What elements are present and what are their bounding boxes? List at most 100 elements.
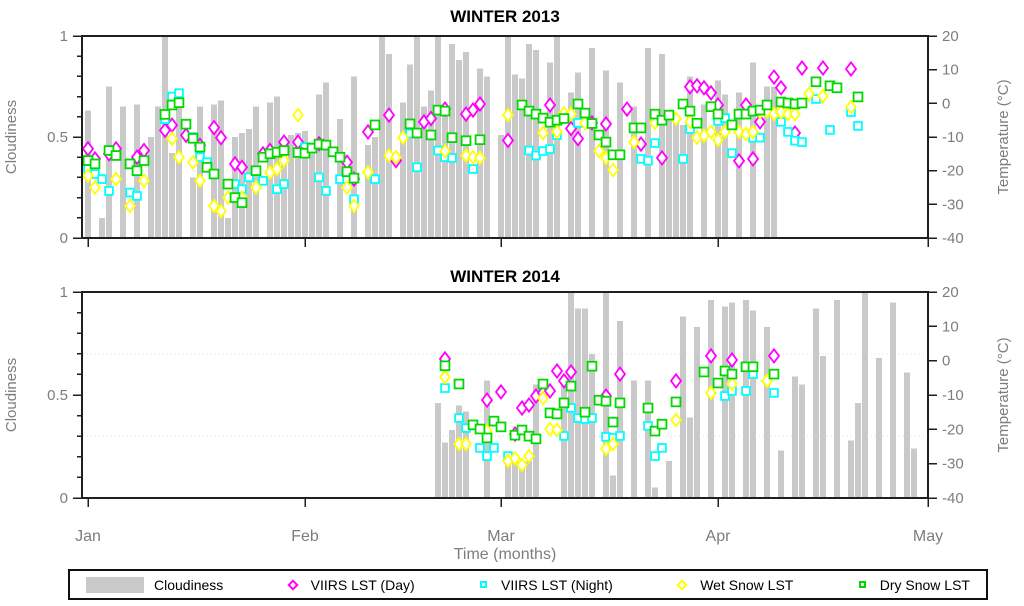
square-marker [643,155,653,166]
square-marker [222,178,234,190]
cloudiness-bar [651,487,659,498]
square-marker [489,443,499,453]
diamond-marker [439,369,451,385]
legend-label: VIIRS LST (Day) [310,576,415,593]
square-marker [369,119,381,131]
square-marker [341,166,353,178]
y-right-tick-label: 10 [942,62,959,79]
cloudiness-bar [385,54,393,239]
panel-winter-2013: 0 0.5 1 -40 -30 -20 -10 0 10 20 [47,28,964,247]
cloudiness-bar [861,292,869,498]
square-marker [454,413,464,423]
diamond-marker [725,351,739,369]
diamond-marker [669,372,683,389]
diamond-marker [557,372,571,389]
cloudiness-bar [105,86,113,238]
square-marker [446,132,458,144]
cloudiness-bar [616,82,624,238]
diamond-marker [187,154,199,170]
square-marker [831,82,843,94]
square-marker [558,397,570,409]
cloudiness-bar [714,80,722,239]
cloudiness-bar [581,308,589,498]
y-left-tick-label: 1 [60,284,68,301]
cloudiness-bar [462,411,470,498]
diamond-marker [460,147,472,164]
y-right-tick-label: -10 [942,129,964,146]
square-marker [537,378,549,390]
legend-label: VIIRS LST (Night) [501,576,613,593]
square-marker [755,132,765,143]
cloudiness-bar [525,44,533,238]
square-marker [250,165,262,177]
diamond-marker [138,173,150,189]
y-right-tick-label: 10 [942,318,959,335]
cloudiness-bar [574,308,582,498]
legend-item-dry-snow: Dry Snow LST [855,577,970,593]
cloudiness-bar [525,460,533,498]
diamond-marker [424,110,438,127]
x-tick-label: Mar [487,528,515,545]
y-left-tick-label: 0 [60,490,68,507]
square-marker [474,423,486,435]
square-marker [825,125,835,135]
cloudiness-bar [812,308,820,498]
square-marker [642,402,654,414]
cloudiness-bar [497,135,505,238]
axis-ticks [73,291,937,507]
square-marker [741,386,751,396]
diamond-marker [747,124,759,140]
x-axis-label: Time (months) [454,546,557,562]
cloudiness-bar [434,403,442,498]
cloudiness-bar [399,102,407,238]
diamond-marker [214,129,228,146]
square-marker [348,172,360,184]
green-square-icon [858,581,866,588]
diamond-marker [550,362,564,380]
diamond-marker [215,203,227,219]
diamond-marker [522,396,536,414]
diamond-marker [551,124,563,140]
cloudiness-bar [672,120,680,238]
cloudiness-bar [574,72,582,239]
cloudiness-bar [588,353,596,498]
diamond-marker [390,149,402,165]
cloudiness-bar [420,106,428,238]
cloudiness-bar [763,86,771,238]
diamond-marker [593,143,605,159]
cloudiness-bar [511,456,519,498]
cloudiness-bar [679,124,687,238]
square-marker [440,383,450,393]
diamond-marker [774,79,788,96]
square-marker [439,105,451,117]
cloudiness-bar [434,36,442,238]
cloudiness-bar [644,380,652,498]
cloudiness-bar [833,300,841,498]
cloudiness-bar [721,306,729,498]
square-marker [656,418,668,430]
diamond-marker [537,390,549,406]
diamond-marker [207,119,221,136]
diamond-marker [767,69,781,86]
square-marker [747,361,759,373]
y-axis-label-temperature-top: Temperature (°C) [995,79,1012,194]
square-marker [258,175,268,186]
square-marker [852,91,864,103]
square-marker [516,99,528,111]
cloudiness-bar [147,137,155,238]
square-marker [468,164,478,174]
square-marker [110,150,122,161]
cloudiness-bar [798,384,806,498]
square-marker [559,431,569,441]
cloudiness-bar [350,76,358,239]
diamond-marker [82,168,94,184]
y-right-tick-label: -30 [942,196,964,213]
cloudiness-bar [700,104,708,238]
yellow-diamond-icon [676,578,688,591]
square-marker [278,145,290,156]
square-marker [579,406,591,418]
cloudiness-bar [742,300,750,498]
y-right-tick-label: -40 [942,230,964,247]
square-marker [761,99,773,111]
cloudiness-bar [763,327,771,498]
